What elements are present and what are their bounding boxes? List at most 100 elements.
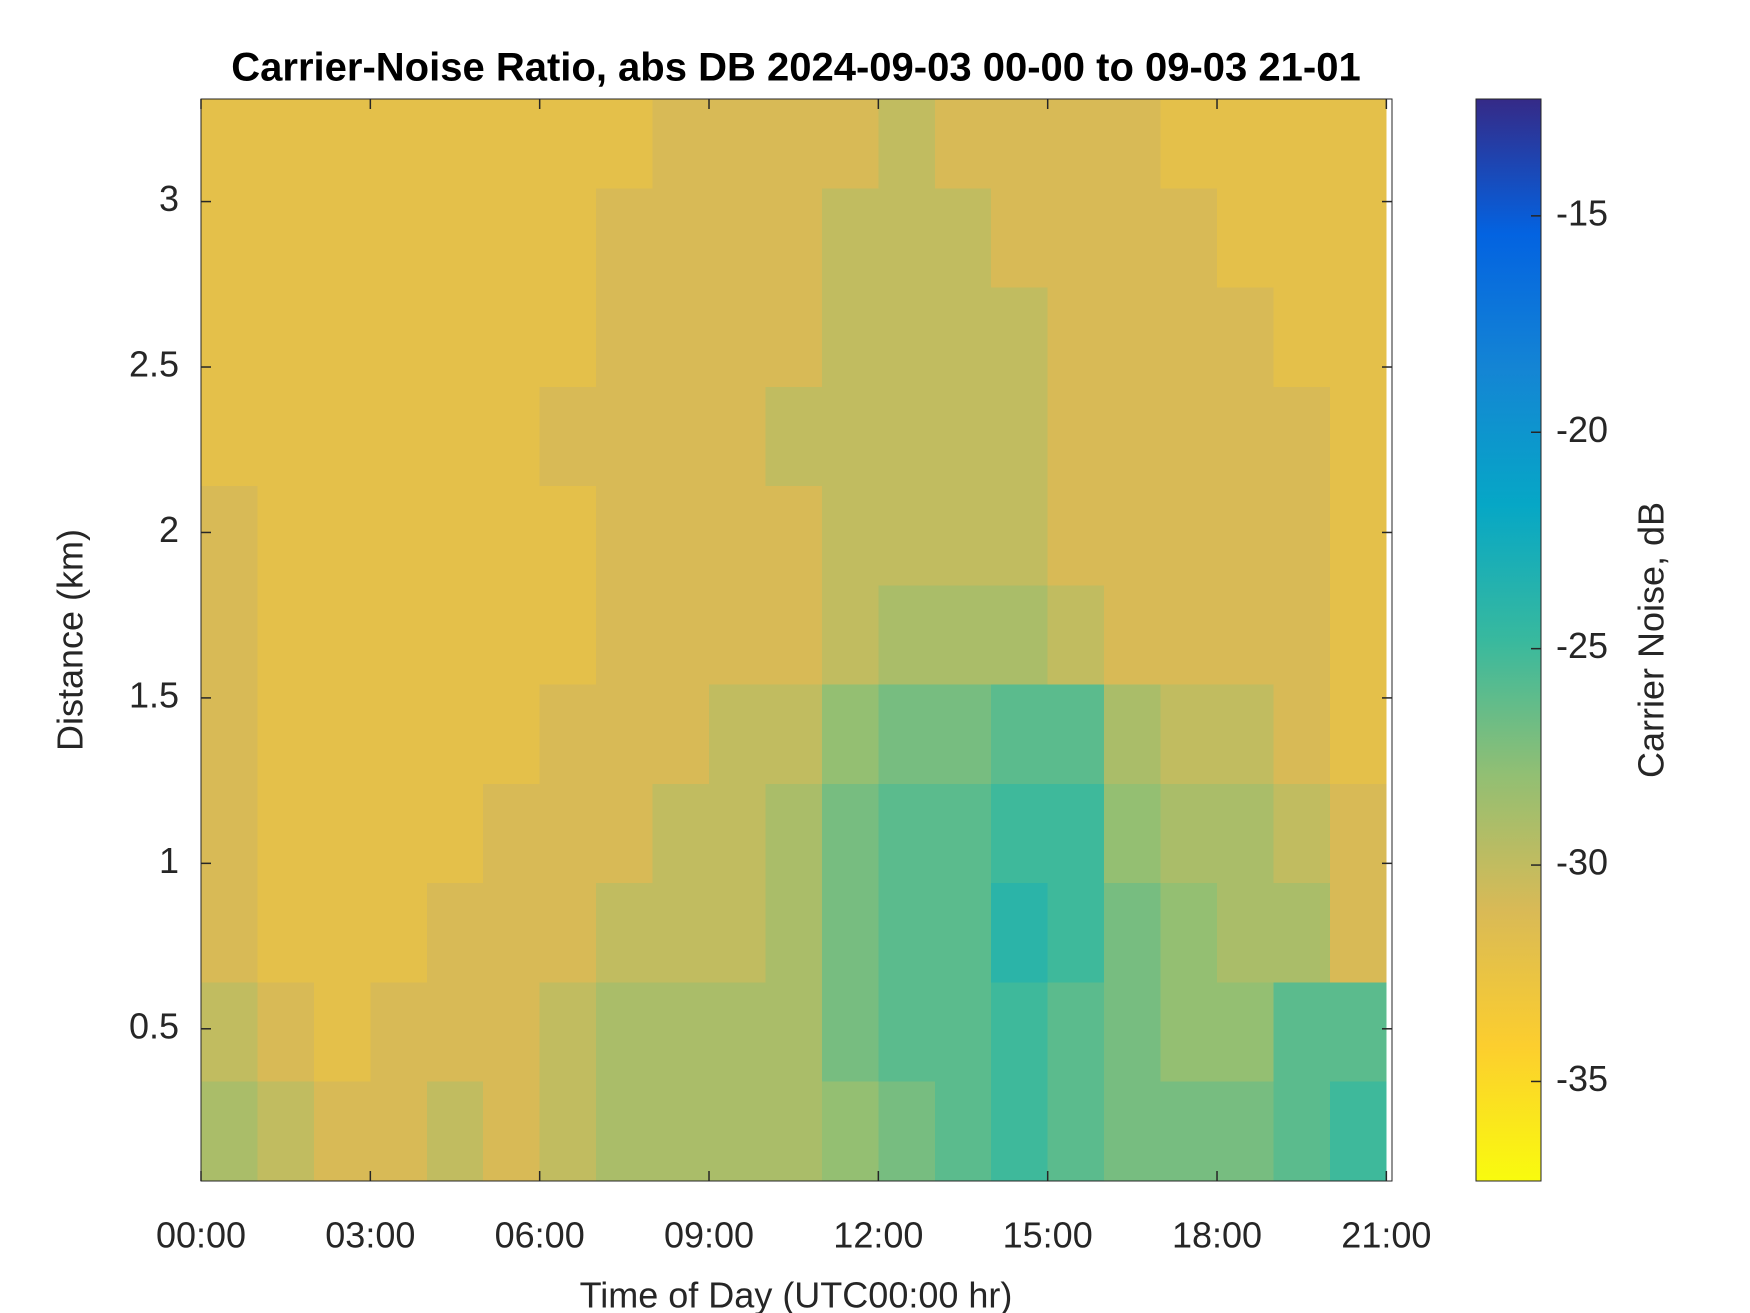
- heat-cell: [596, 883, 653, 983]
- heat-cell: [1273, 287, 1330, 387]
- heat-cell: [426, 684, 484, 784]
- heat-cell: [1329, 188, 1387, 288]
- heat-cell: [934, 386, 992, 487]
- heat-cell: [539, 287, 597, 387]
- heat-cell: [1217, 585, 1274, 685]
- heat-cell: [1160, 684, 1218, 784]
- heat-cell: [1047, 783, 1105, 884]
- chart-title: Carrier-Noise Ratio, abs DB 2024-09-03 0…: [231, 46, 1360, 90]
- y-tick-label: 1.5: [129, 674, 179, 715]
- heat-cell: [313, 684, 371, 784]
- colorbar-tick-label: -30: [1556, 842, 1608, 883]
- heat-cell: [1104, 783, 1161, 884]
- heat-cell: [257, 386, 314, 487]
- heat-cell: [934, 1081, 992, 1181]
- y-tick-label: 2: [159, 509, 179, 550]
- heat-cell: [1160, 486, 1218, 586]
- heat-cell: [483, 188, 540, 288]
- heat-cell: [483, 386, 540, 487]
- heat-cell: [878, 188, 935, 288]
- heat-cell: [652, 585, 710, 685]
- heat-cell: [1160, 783, 1218, 884]
- heat-cell: [709, 386, 766, 487]
- heat-cell: [201, 585, 258, 685]
- heat-cell: [370, 684, 427, 784]
- heat-cell: [1329, 486, 1387, 586]
- heat-cell: [1273, 585, 1330, 685]
- y-tick-label: 3: [159, 178, 179, 219]
- x-tick-label: 06:00: [495, 1215, 585, 1256]
- heat-cell: [483, 99, 540, 189]
- heat-cell: [539, 883, 597, 983]
- colorbar: [1475, 98, 1542, 1182]
- heat-cell: [426, 1081, 484, 1181]
- heat-cell: [257, 99, 314, 189]
- heat-cell: [1329, 982, 1387, 1082]
- heat-cell: [821, 1081, 879, 1181]
- heat-cell: [313, 486, 371, 586]
- heat-cell: [821, 386, 879, 487]
- heat-cell: [765, 883, 822, 983]
- heat-cell: [934, 982, 992, 1082]
- heat-cell: [1104, 982, 1161, 1082]
- heat-cell: [483, 1081, 540, 1181]
- heat-cell: [878, 585, 935, 685]
- heat-cell: [596, 1081, 653, 1181]
- heat-cell: [201, 386, 258, 487]
- heat-cell: [370, 188, 427, 288]
- colorbar-tick-label: -20: [1556, 409, 1608, 450]
- heat-cell: [991, 883, 1048, 983]
- heat-cell: [313, 883, 371, 983]
- heat-cell: [1273, 188, 1330, 288]
- heat-cell: [1104, 486, 1161, 586]
- heat-cell: [1329, 1081, 1387, 1181]
- heat-cell: [201, 883, 258, 983]
- y-axis-title: Distance (km): [50, 529, 91, 751]
- heat-cell: [709, 883, 766, 983]
- heat-cell: [539, 585, 597, 685]
- heat-cell: [313, 982, 371, 1082]
- heat-cell: [821, 99, 879, 189]
- heat-cell: [765, 99, 822, 189]
- heat-cell: [765, 783, 822, 884]
- heat-cell: [991, 386, 1048, 487]
- heat-cell: [201, 1081, 258, 1181]
- heat-cell: [313, 188, 371, 288]
- heat-cell: [1104, 585, 1161, 685]
- heat-cell: [370, 883, 427, 983]
- heat-cell: [257, 982, 314, 1082]
- heat-cell: [709, 486, 766, 586]
- heat-cell: [934, 486, 992, 586]
- x-tick-label: 09:00: [664, 1215, 754, 1256]
- heat-cell: [1047, 684, 1105, 784]
- heat-cell: [1217, 386, 1274, 487]
- heat-cell: [1273, 684, 1330, 784]
- heat-cell: [1047, 585, 1105, 685]
- heat-cell: [991, 287, 1048, 387]
- heat-cell: [1047, 1081, 1105, 1181]
- heat-cell: [596, 386, 653, 487]
- heat-cell: [934, 883, 992, 983]
- heat-cell: [313, 1081, 371, 1181]
- heat-cell: [765, 1081, 822, 1181]
- heat-cell: [1217, 287, 1274, 387]
- y-tick-label: 0.5: [129, 1005, 179, 1046]
- plot-frame: [200, 98, 1393, 1182]
- heat-cell: [1273, 99, 1330, 189]
- heat-cell: [991, 684, 1048, 784]
- heat-cell: [652, 783, 710, 884]
- x-tick-label: 03:00: [325, 1215, 415, 1256]
- heat-cell: [539, 1081, 597, 1181]
- heat-cell: [991, 585, 1048, 685]
- heat-cell: [539, 684, 597, 784]
- x-tick-label: 21:00: [1341, 1215, 1431, 1256]
- heat-cell: [539, 188, 597, 288]
- heat-cell: [991, 1081, 1048, 1181]
- heat-cell: [1160, 982, 1218, 1082]
- heat-cell: [483, 684, 540, 784]
- heat-cell: [1273, 783, 1330, 884]
- heat-cell: [426, 99, 484, 189]
- heat-cell: [370, 982, 427, 1082]
- heat-cell: [652, 1081, 710, 1181]
- heat-cell: [370, 1081, 427, 1181]
